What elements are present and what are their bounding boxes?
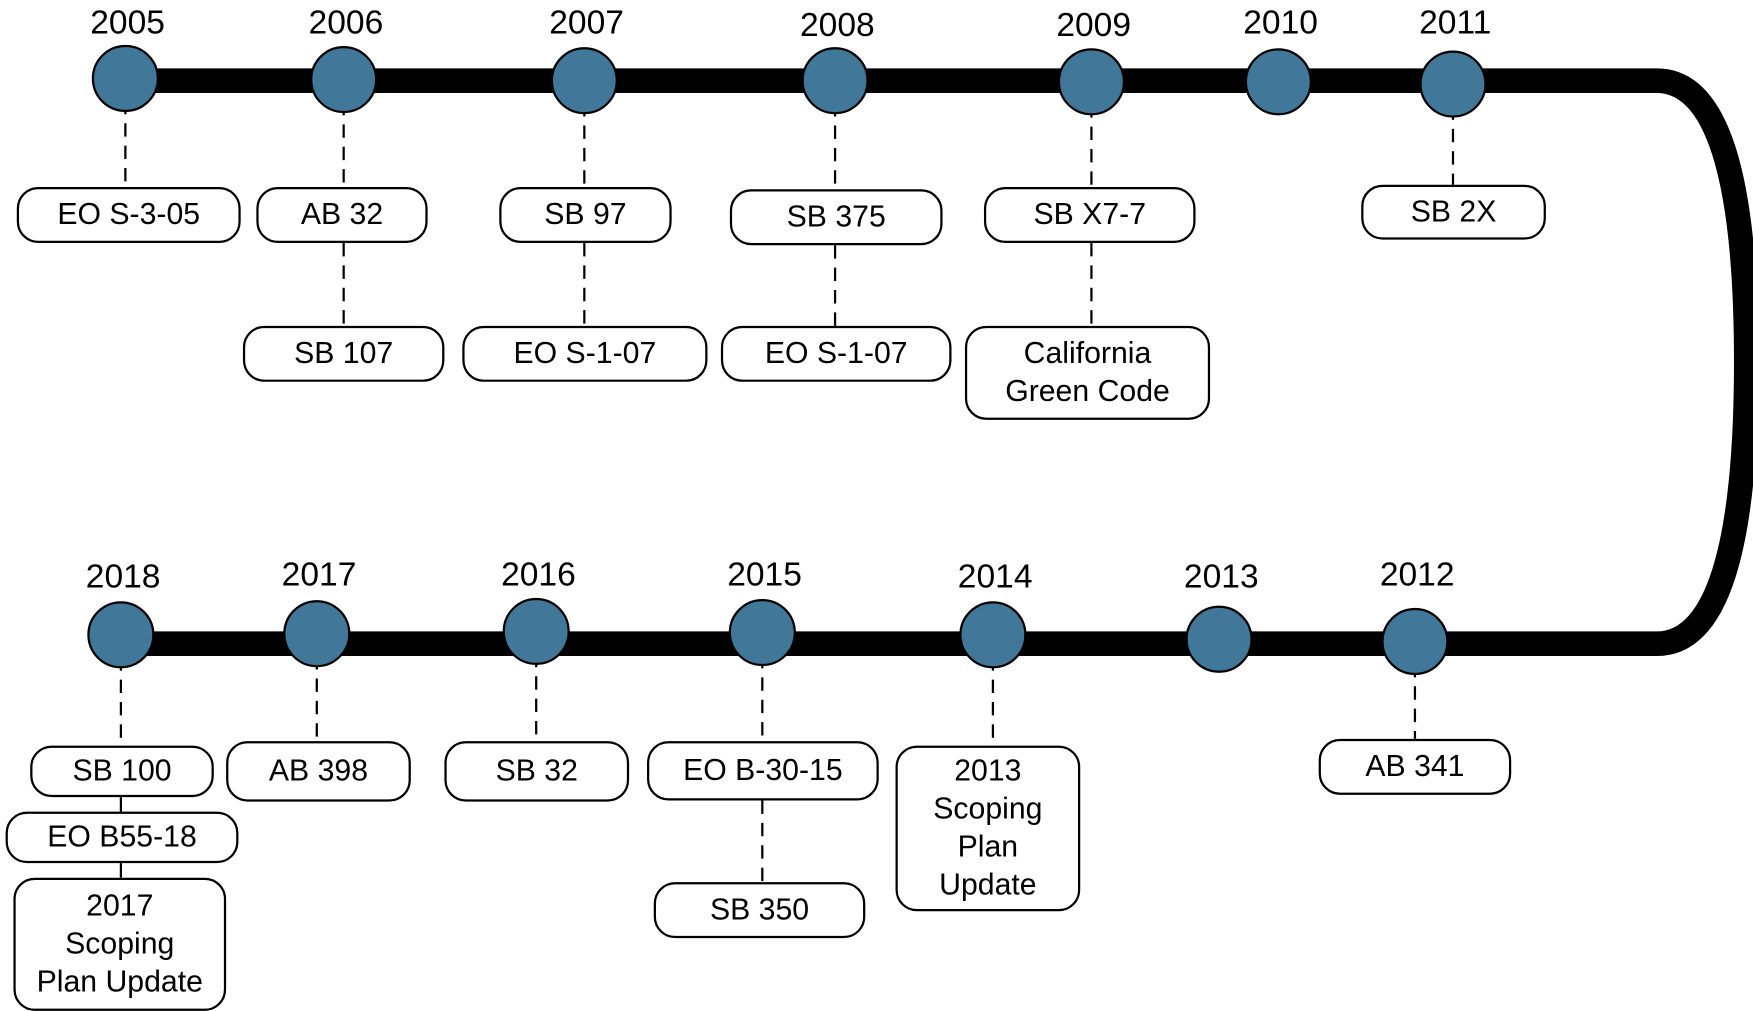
- event-label: SB 32: [496, 754, 578, 787]
- event-label: AB 398: [269, 754, 368, 787]
- event-label: SB X7-7: [1033, 198, 1146, 231]
- event-label: SB 350: [710, 893, 809, 926]
- event-box: EO S-1-07: [720, 325, 952, 382]
- event-box-frame: [5, 811, 239, 864]
- event-box-frame: [983, 187, 1196, 243]
- year-node: [283, 600, 351, 668]
- event-box: AB 32: [256, 187, 428, 243]
- year-label: 2011: [1419, 5, 1491, 42]
- event-label: Update: [939, 869, 1036, 902]
- event-label: AB 32: [301, 198, 383, 231]
- year-node: [550, 47, 618, 115]
- event-box: SB 32: [444, 741, 630, 802]
- year-node: [502, 597, 570, 666]
- year-node: [1381, 607, 1449, 676]
- year-node: [801, 47, 869, 115]
- event-box: EO S-3-05: [16, 187, 241, 243]
- event-box: AB 398: [226, 741, 411, 802]
- event-box-frame: [242, 325, 445, 382]
- year-label: 2013: [1184, 559, 1259, 596]
- event-box-frame: [729, 189, 943, 246]
- year-label: 2006: [309, 5, 384, 42]
- event-label: SB 107: [294, 337, 393, 370]
- event-label: Plan: [958, 831, 1018, 864]
- event-box: SB 2X: [1361, 184, 1546, 240]
- event-box: AB 341: [1318, 738, 1512, 795]
- year-label: 2016: [501, 556, 576, 593]
- event-label: 2013: [954, 754, 1021, 787]
- year-label: 2012: [1380, 556, 1455, 593]
- event-box: California Green Code: [964, 325, 1211, 420]
- year-node: [728, 598, 796, 667]
- event-box: SB 100: [30, 745, 214, 798]
- year-label: 2007: [549, 5, 624, 42]
- event-box-frame: [895, 745, 1081, 912]
- event-box-frame: [444, 741, 630, 802]
- event-label: AB 341: [1365, 750, 1464, 783]
- event-label: SB 100: [72, 754, 171, 787]
- event-box-frame: [13, 877, 227, 1011]
- event-label: EO B55-18: [47, 821, 197, 854]
- year-label: 2010: [1243, 5, 1318, 42]
- year-node: [1057, 48, 1126, 116]
- event-box: SB 107: [242, 325, 445, 382]
- event-box: EO B-30-15: [647, 741, 879, 801]
- event-label: EO S-1-07: [514, 337, 657, 370]
- event-label: SB 2X: [1411, 195, 1497, 228]
- event-box: SB 350: [653, 882, 866, 939]
- event-label: SB 375: [787, 200, 886, 233]
- event-box-frame: [462, 325, 708, 382]
- event-box: SB 97: [499, 187, 672, 243]
- event-box: SB 375: [729, 189, 943, 246]
- event-box-frame: [1318, 738, 1512, 795]
- year-node: [310, 45, 378, 114]
- year-node: [1185, 605, 1253, 673]
- year-label: 2017: [282, 556, 357, 593]
- event-label: Plan Update: [37, 965, 203, 998]
- event-label: EO S-1-07: [765, 337, 908, 370]
- event-box-frame: [720, 325, 952, 382]
- event-label: California: [1024, 337, 1152, 370]
- event-label: 2017: [86, 889, 153, 922]
- year-label: 2018: [86, 559, 161, 596]
- event-box: 2013 Scoping Plan Update: [895, 745, 1081, 912]
- event-box: 2017 Scoping Plan Update: [13, 877, 227, 1011]
- event-box-frame: [499, 187, 672, 243]
- event-label: Scoping: [933, 793, 1042, 826]
- event-box-frame: [30, 745, 214, 798]
- year-node: [959, 601, 1027, 669]
- event-box: EO B55-18: [5, 811, 239, 864]
- event-box: SB X7-7: [983, 187, 1196, 243]
- year-label: 2015: [727, 556, 802, 593]
- event-label: SB 97: [544, 198, 626, 231]
- event-label: EO B-30-15: [683, 754, 843, 787]
- event-box-frame: [1361, 184, 1546, 240]
- event-box-frame: [16, 187, 241, 243]
- event-label: Scoping: [65, 927, 174, 960]
- year-node: [87, 601, 155, 669]
- event-label: EO S-3-05: [57, 198, 200, 231]
- event-box-frame: [647, 741, 879, 801]
- event-box-frame: [964, 325, 1211, 420]
- year-label: 2009: [1056, 7, 1131, 44]
- timeline-track: [120, 68, 1753, 657]
- year-label: 2008: [800, 7, 875, 44]
- year-node: [91, 44, 159, 113]
- event-box: EO S-1-07: [462, 325, 708, 382]
- event-box-frame: [256, 187, 428, 243]
- year-node: [1419, 50, 1487, 118]
- year-label: 2014: [958, 559, 1033, 596]
- event-label: Green Code: [1005, 375, 1170, 408]
- year-node: [1244, 48, 1312, 116]
- event-box-frame: [226, 741, 411, 802]
- timeline-layer: 2005 EO S-3-05 2006 AB 32 SB 107 2007 SB 97 EO …: [5, 5, 1546, 1011]
- year-label: 2005: [90, 5, 165, 42]
- event-box-frame: [653, 882, 866, 939]
